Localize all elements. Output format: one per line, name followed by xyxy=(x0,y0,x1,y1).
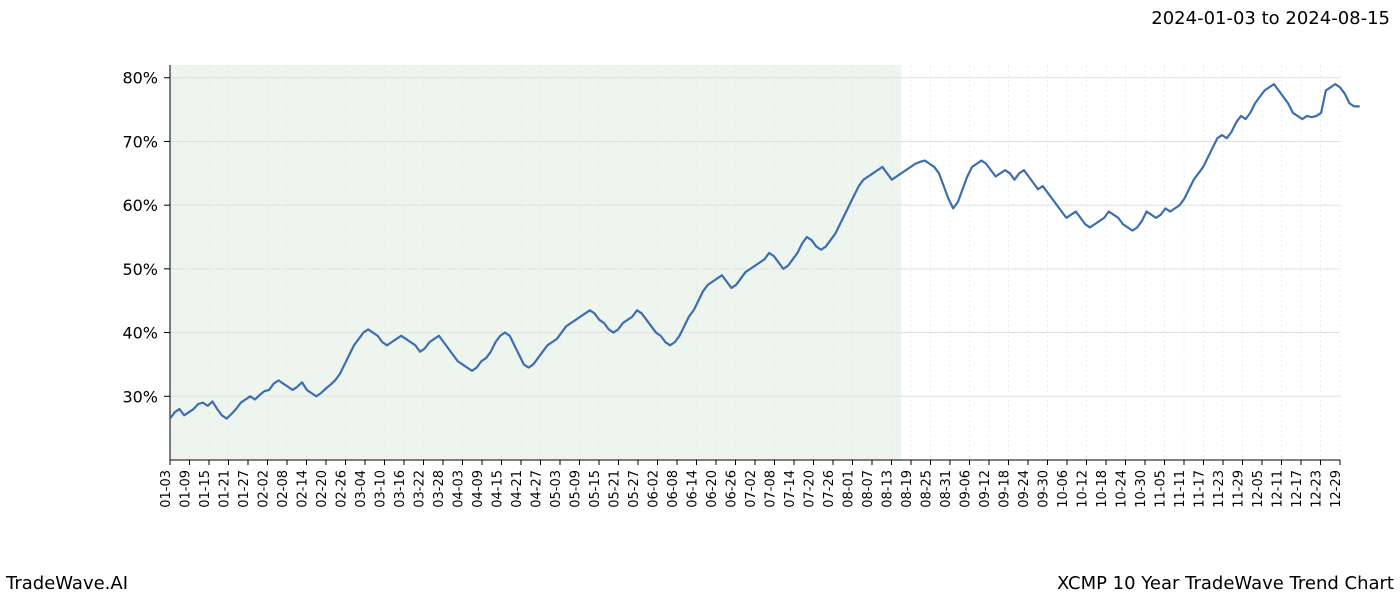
x-tick-label: 07-26 xyxy=(822,470,837,508)
x-tick-label: 11-23 xyxy=(1212,470,1227,508)
x-tick-label: 09-06 xyxy=(959,470,974,508)
x-tick-label: 02-02 xyxy=(257,470,272,508)
x-tick-label: 12-29 xyxy=(1329,470,1344,508)
x-tick-label: 01-09 xyxy=(179,470,194,508)
x-tick-label: 07-08 xyxy=(764,470,779,508)
x-tick-label: 09-30 xyxy=(1037,470,1052,508)
x-tick-label: 08-25 xyxy=(920,470,935,508)
x-tick-label: 05-03 xyxy=(549,470,564,508)
x-tick-label: 12-17 xyxy=(1290,470,1305,508)
x-tick-label: 02-14 xyxy=(296,470,311,508)
x-tick-label: 12-23 xyxy=(1310,470,1325,508)
x-tick-label: 03-22 xyxy=(413,470,428,508)
brand-label: TradeWave.AI xyxy=(6,573,128,594)
chart-title: XCMP 10 Year TradeWave Trend Chart xyxy=(1057,573,1394,594)
x-tick-label: 05-21 xyxy=(608,470,623,508)
x-tick-label: 10-06 xyxy=(1056,470,1071,508)
x-tick-label: 03-16 xyxy=(393,470,408,508)
x-tick-label: 02-20 xyxy=(315,470,330,508)
x-tick-label: 04-09 xyxy=(471,470,486,508)
y-tick-label: 50% xyxy=(122,260,158,279)
x-tick-label: 12-05 xyxy=(1251,470,1266,508)
x-tick-label: 10-12 xyxy=(1076,470,1091,508)
x-tick-label: 04-27 xyxy=(530,470,545,508)
x-tick-label: 08-07 xyxy=(861,470,876,508)
x-tick-label: 04-03 xyxy=(452,470,467,508)
x-tick-label: 11-05 xyxy=(1154,470,1169,508)
x-tick-label: 07-20 xyxy=(803,470,818,508)
x-tick-label: 08-13 xyxy=(881,470,896,508)
x-tick-label: 02-08 xyxy=(276,470,291,508)
x-tick-label: 05-15 xyxy=(588,470,603,508)
x-tick-label: 09-12 xyxy=(978,470,993,508)
x-tick-label: 01-21 xyxy=(218,470,233,508)
x-tick-label: 10-24 xyxy=(1115,470,1130,508)
y-tick-label: 40% xyxy=(122,324,158,343)
x-tick-label: 08-01 xyxy=(842,470,857,508)
x-tick-label: 06-20 xyxy=(705,470,720,508)
y-tick-label: 70% xyxy=(122,132,158,151)
x-tick-label: 04-15 xyxy=(491,470,506,508)
x-tick-label: 09-18 xyxy=(998,470,1013,508)
x-tick-label: 12-11 xyxy=(1271,470,1286,508)
x-tick-label: 09-24 xyxy=(1017,470,1032,508)
x-tick-label: 05-27 xyxy=(627,470,642,508)
x-tick-label: 10-18 xyxy=(1095,470,1110,508)
trend-chart: 30% 40% 50% 60% 70% 80% 01-03 01-09 01-15 01-21 01… xyxy=(0,0,1400,560)
x-tick-label: 11-11 xyxy=(1173,470,1188,508)
x-tick-label: 01-15 xyxy=(198,470,213,508)
x-tick-label: 06-02 xyxy=(647,470,662,508)
x-tick-label: 03-28 xyxy=(432,470,447,508)
x-tick-label: 01-03 xyxy=(159,470,174,508)
x-tick-label: 08-19 xyxy=(900,470,915,508)
x-tick-label: 03-04 xyxy=(354,470,369,508)
x-tick-label: 04-21 xyxy=(510,470,525,508)
x-tick-label: 10-30 xyxy=(1134,470,1149,508)
y-tick-label: 60% xyxy=(122,196,158,215)
x-tick-label: 01-27 xyxy=(237,470,252,508)
date-range-header: 2024-01-03 to 2024-08-15 xyxy=(1151,8,1390,29)
x-tick-label: 07-14 xyxy=(783,470,798,508)
x-tick-label: 06-14 xyxy=(686,470,701,508)
x-tick-label: 07-02 xyxy=(744,470,759,508)
y-tick-label: 80% xyxy=(122,69,158,88)
x-tick-label: 08-31 xyxy=(939,470,954,508)
x-tick-label: 03-10 xyxy=(374,470,389,508)
x-tick-label: 11-17 xyxy=(1193,470,1208,508)
y-tick-label: 30% xyxy=(122,387,158,406)
x-tick-label: 06-26 xyxy=(725,470,740,508)
x-tick-label: 02-26 xyxy=(335,470,350,508)
x-tick-label: 05-09 xyxy=(569,470,584,508)
x-tick-label: 06-08 xyxy=(666,470,681,508)
x-tick-label: 11-29 xyxy=(1232,470,1247,508)
